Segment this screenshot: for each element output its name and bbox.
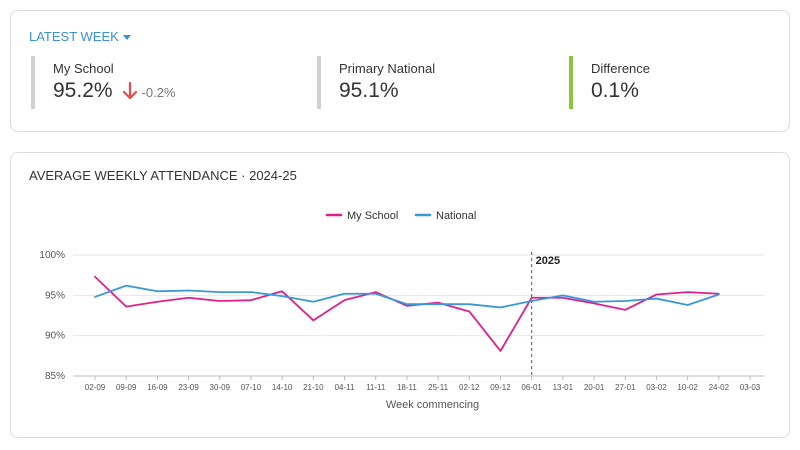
x-tick-label: 04-11 [335, 383, 355, 392]
x-tick-label: 13-01 [553, 383, 574, 392]
x-tick-label: 03-02 [646, 383, 667, 392]
x-tick-label: 03-03 [740, 383, 761, 392]
x-axis-title: Week commencing [386, 399, 479, 411]
x-tick-label: 27-01 [615, 383, 636, 392]
chart-title: AVERAGE WEEKLY ATTENDANCE · 2024-25 [29, 168, 297, 183]
chart-card: AVERAGE WEEKLY ATTENDANCE · 2024-25 85% 9… [10, 152, 790, 438]
legend-label: My School [347, 210, 398, 222]
x-tick-label: 20-01 [584, 383, 605, 392]
x-tick-label: 09-09 [116, 383, 137, 392]
difference-label: Difference [591, 61, 651, 76]
y-tick-label: 95% [45, 290, 65, 301]
x-tick-label: 14-10 [272, 383, 293, 392]
series-line-national [94, 284, 720, 309]
x-tick-label: 25-11 [428, 383, 448, 392]
chevron-down-icon [122, 34, 131, 40]
national-stat: Primary National 95.1% [317, 56, 435, 109]
difference-stat: Difference 0.1% [569, 56, 650, 109]
my-school-change: -0.2% [141, 85, 176, 100]
difference-value: 0.1% [591, 79, 639, 102]
x-tick-label: 16-09 [147, 383, 168, 392]
x-tick-label: 23-09 [178, 383, 199, 392]
attendance-line-chart: 85% 90% 95% 100% 02-09 09-09 16-09 23-09 30-09 07… [39, 210, 764, 411]
x-tick-label: 02-12 [459, 383, 480, 392]
x-tick-label: 02-09 [85, 383, 106, 392]
x-tick-label: 06-01 [521, 383, 542, 392]
latest-week-dropdown-label: LATEST WEEK [29, 29, 119, 44]
x-tick-label: 21-10 [303, 383, 324, 392]
arrow-down-icon [122, 81, 137, 100]
x-tick-label: 09-12 [490, 383, 511, 392]
x-tick-label: 10-02 [677, 383, 698, 392]
annotation-label: 2025 [536, 255, 560, 267]
x-tick-label: 07-10 [241, 383, 262, 392]
x-tick-label: 11-11 [366, 383, 386, 392]
my-school-label: My School [53, 61, 114, 76]
y-tick-label: 85% [45, 371, 65, 382]
my-school-value: 95.2% [53, 79, 113, 102]
x-tick-label: 18-11 [397, 383, 417, 392]
national-label: Primary National [339, 61, 436, 76]
latest-week-dropdown[interactable]: LATEST WEEK [29, 29, 131, 44]
legend-label: National [436, 210, 476, 222]
y-tick-label: 90% [45, 331, 65, 342]
y-tick-label: 100% [39, 250, 65, 261]
national-value: 95.1% [339, 79, 399, 102]
x-tick-label: 24-02 [709, 383, 730, 392]
summary-card: LATEST WEEK My School 95.2% -0.2% Primar… [10, 10, 790, 132]
series-line-my-school [94, 275, 720, 352]
x-tick-label: 30-09 [210, 383, 231, 392]
my-school-stat: My School 95.2% -0.2% [31, 56, 176, 109]
